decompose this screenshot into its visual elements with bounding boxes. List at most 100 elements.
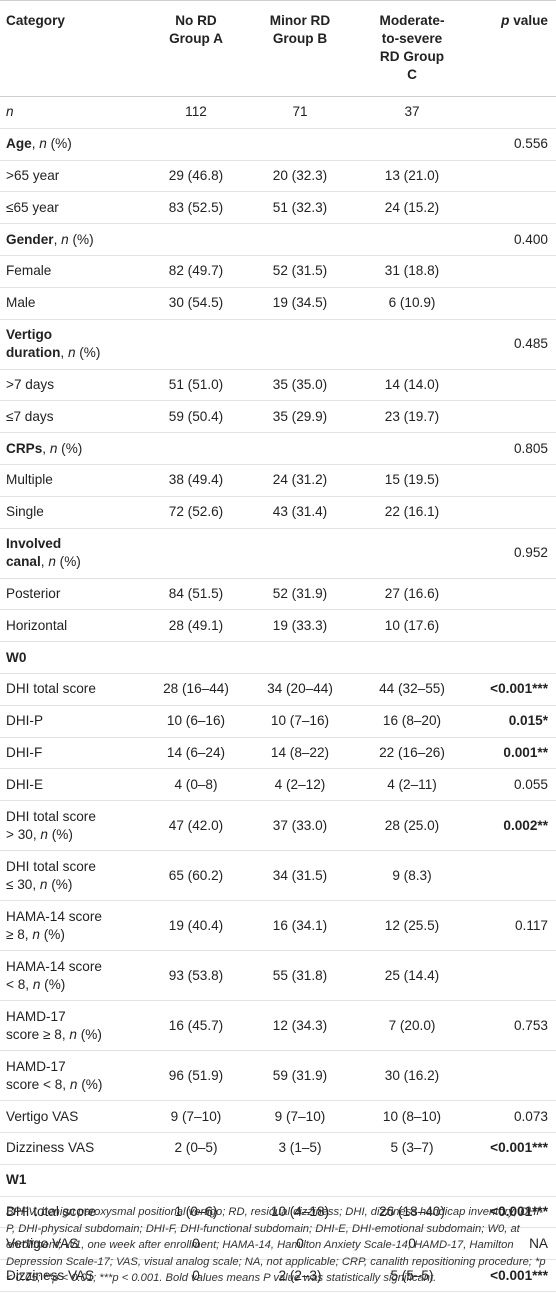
category-label-unit: (%): [47, 876, 73, 892]
row-category: DHI-P: [0, 705, 146, 738]
group-c-value: 5 (5–5): [354, 1259, 470, 1292]
group-c-value: 7 (20.0): [354, 1000, 470, 1052]
category-label: n: [6, 104, 14, 120]
group-a-value: 28 (49.1): [146, 609, 246, 643]
table-row: n 112 71 37: [0, 96, 556, 129]
group-c-value: 28 (25.0): [354, 800, 470, 852]
p-value: 0.805: [470, 432, 556, 465]
category-label-line2: ≥ 8,: [6, 926, 33, 942]
group-a-value: 112: [146, 96, 246, 129]
row-category: W1: [0, 1164, 146, 1197]
group-c-value: 4 (2–11): [354, 768, 470, 802]
group-c-value: 25 (14.4): [354, 950, 470, 1002]
header-group-b-line1: Minor RD: [269, 13, 331, 28]
group-a-value: 16 (45.7): [146, 1000, 246, 1052]
category-label-unit: (%): [40, 976, 66, 992]
header-group-a: No RD Group A: [146, 0, 246, 97]
group-a-value: 19 (40.4): [146, 900, 246, 952]
group-a-value: [146, 641, 246, 674]
row-category: n: [0, 96, 146, 129]
section-label: Age: [6, 136, 32, 152]
row-category: DHI total score: [0, 673, 146, 706]
group-b-value: 43 (31.4): [246, 496, 354, 529]
group-a-value: 38 (49.4): [146, 464, 246, 497]
header-group-c-line3: RD Group: [379, 49, 445, 64]
category-label: ≤65 year: [6, 199, 59, 215]
table-row: DHI-F 14 (6–24) 14 (8–22) 22 (16–26) 0.001**: [0, 737, 556, 770]
header-group-a-line2: Group A: [169, 31, 223, 46]
group-b-value: 3 (1–5): [246, 1132, 354, 1165]
category-label-n: n: [69, 1026, 77, 1042]
category-label: DHI total score: [6, 1203, 96, 1219]
category-label-unit: (%): [47, 826, 73, 842]
category-label: Horizontal: [6, 617, 68, 633]
group-a-value: 4 (0–8): [146, 768, 246, 802]
category-label-line1: HAMA-14 score: [6, 908, 102, 924]
section-label-n: n: [39, 136, 47, 152]
group-b-value: 37 (33.0): [246, 800, 354, 852]
section-label-line1: Involved: [6, 536, 62, 552]
group-b-value: [246, 641, 354, 674]
group-a-value: 84 (51.5): [146, 578, 246, 611]
group-a-value: [146, 1164, 246, 1197]
table-row: HAMA-14 score ≥ 8, n (%) 19 (40.4) 16 (34.1…: [0, 900, 556, 952]
group-c-value: 5 (3–7): [354, 1132, 470, 1165]
category-label: ≤7 days: [6, 408, 54, 424]
row-category: DHI total score ≤ 30, n (%): [0, 850, 146, 902]
group-b-value: 10 (4–18): [246, 1196, 354, 1229]
group-c-value: 13 (21.0): [354, 160, 470, 193]
header-p-text: value: [513, 13, 548, 28]
section-label-sep: ,: [31, 136, 40, 152]
category-label: >7 days: [6, 376, 54, 392]
category-label-line1: HAMA-14 score: [6, 958, 102, 974]
p-value: [470, 160, 556, 193]
section-label-n: n: [48, 554, 56, 570]
category-label: DHI-P: [6, 713, 44, 729]
group-c-value: [354, 641, 470, 674]
table-row: Dizziness VAS 2 (0–5) 3 (1–5) 5 (3–7) <0.001…: [0, 1132, 556, 1165]
p-value: [470, 1164, 556, 1197]
group-b-value: 2 (2–3): [246, 1259, 354, 1292]
section-label-sep: ,: [42, 440, 50, 456]
group-c-value: 37: [354, 96, 470, 129]
p-value: [470, 609, 556, 643]
group-a-value: 2 (0–5): [146, 1132, 246, 1165]
group-a-value: [146, 528, 246, 579]
row-category: HAMA-14 score < 8, n (%): [0, 950, 146, 1002]
row-category: DHI-F: [0, 737, 146, 770]
category-label: Multiple: [6, 472, 53, 488]
group-b-value: 10 (7–16): [246, 705, 354, 738]
group-c-value: 6 (10.9): [354, 287, 470, 320]
row-category: >7 days: [0, 369, 146, 402]
section-label-n: n: [49, 440, 58, 456]
section-label-line1: Vertigo: [6, 327, 53, 343]
group-a-value: [146, 128, 246, 161]
table-row: DHI total score > 30, n (%) 47 (42.0) 37 (3…: [0, 800, 556, 852]
table-row: DHI total score ≤ 30, n (%) 65 (60.2) 34 (3…: [0, 850, 556, 902]
category-label-line1: DHI total score: [6, 858, 96, 874]
p-value: [470, 191, 556, 225]
table-row: HAMD-17 score < 8, n (%) 96 (51.9) 59 (31.9…: [0, 1050, 556, 1102]
header-group-c-line4: C: [407, 67, 417, 82]
category-label-line1: DHI total score: [6, 808, 96, 824]
header-p-italic: p: [501, 13, 510, 28]
group-b-value: 16 (34.1): [246, 900, 354, 952]
p-value: <0.001***: [470, 673, 556, 706]
group-b-value: 52 (31.9): [246, 578, 354, 611]
group-a-value: 14 (6–24): [146, 737, 246, 770]
row-category: DHI-E: [0, 768, 146, 802]
row-category: Single: [0, 496, 146, 529]
p-value: <0.001***: [470, 1196, 556, 1229]
row-category: Involved canal, n (%): [0, 528, 146, 579]
group-a-value: 82 (49.7): [146, 255, 246, 288]
category-label: Dizziness VAS: [6, 1140, 95, 1156]
group-a-value: 10 (6–16): [146, 705, 246, 738]
category-label-unit: (%): [76, 1026, 102, 1042]
table-footnote: BPPV, benign paroxysmal positional verti…: [6, 1206, 546, 1285]
group-b-value: 35 (35.0): [246, 369, 354, 402]
group-b-value: 52 (31.5): [246, 255, 354, 288]
section-label-unit: (%): [55, 554, 81, 570]
category-label-n: n: [32, 976, 41, 992]
group-a-value: 93 (53.8): [146, 950, 246, 1002]
